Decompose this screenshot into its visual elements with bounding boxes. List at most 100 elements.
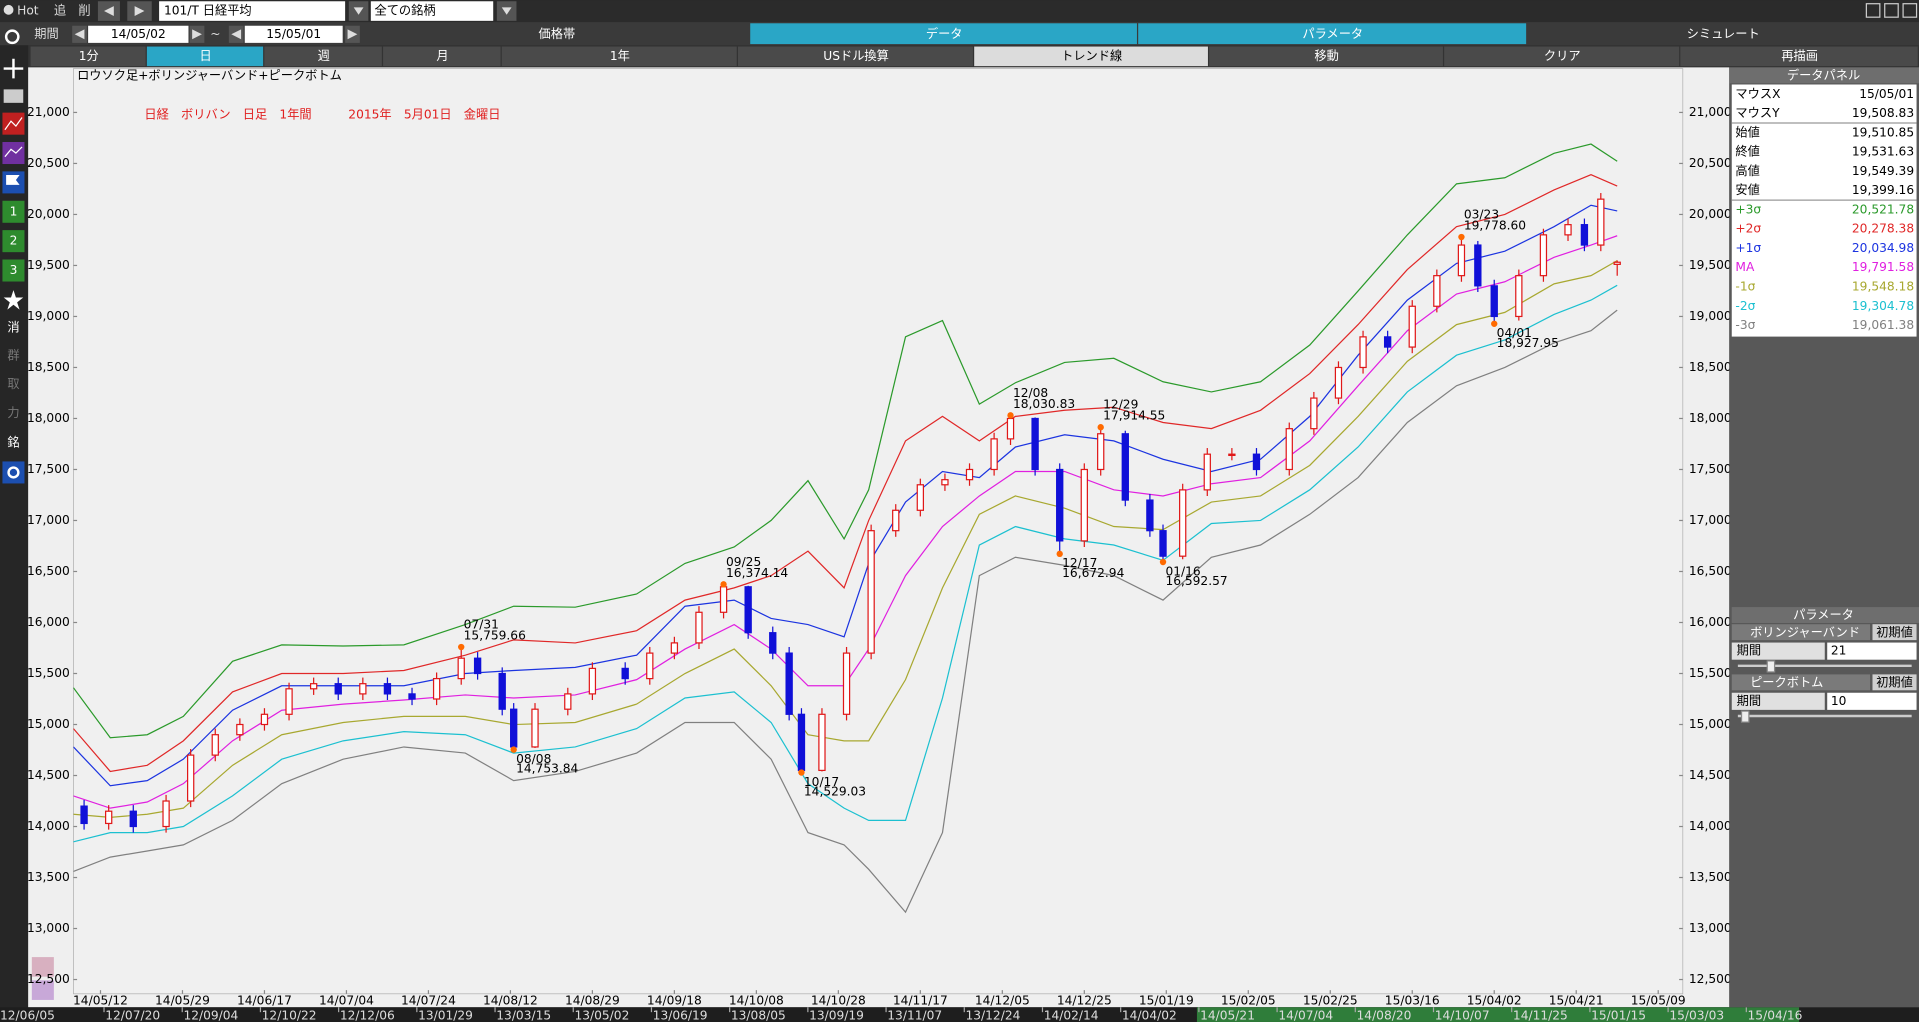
tool-button[interactable]: 2 xyxy=(10,234,18,248)
interval-button[interactable] xyxy=(264,46,382,67)
tool-button[interactable]: 3 xyxy=(10,263,18,277)
to-field[interactable] xyxy=(244,25,343,43)
candle-body xyxy=(510,708,518,748)
tab-label: パラメータ xyxy=(1302,27,1363,41)
preset-button[interactable] xyxy=(2,259,25,282)
candle-body xyxy=(186,754,195,802)
interval-button[interactable] xyxy=(1209,46,1443,67)
candle-body xyxy=(1334,366,1343,399)
from-date: 14/05/02 xyxy=(111,27,166,41)
param-input[interactable] xyxy=(1827,642,1917,660)
preset-button[interactable] xyxy=(2,200,25,223)
interval-button[interactable] xyxy=(501,46,737,67)
close-button[interactable] xyxy=(1902,3,1918,18)
star-icon xyxy=(3,290,24,310)
tab-label: 価格帯 xyxy=(539,26,576,41)
candle-body xyxy=(383,683,392,695)
hot-button[interactable]: Hot xyxy=(17,4,39,18)
tab[interactable] xyxy=(363,23,749,45)
param-header xyxy=(1731,607,1919,623)
slider-knob[interactable] xyxy=(1740,710,1750,723)
band-icon-line xyxy=(4,146,23,158)
tab[interactable] xyxy=(1138,23,1527,45)
interval-button[interactable] xyxy=(737,46,973,67)
preset-button[interactable] xyxy=(2,230,25,253)
row-label: 高値 xyxy=(1735,163,1759,178)
plot-layer xyxy=(73,143,1621,914)
interval-label: USドル換算 xyxy=(823,48,889,63)
tab[interactable] xyxy=(750,23,1137,45)
from-field[interactable] xyxy=(88,25,189,43)
interval-label: 1年 xyxy=(610,49,630,63)
interval-button[interactable] xyxy=(30,46,146,67)
row-value: 15/05/01 xyxy=(1859,87,1914,101)
next-arrow xyxy=(134,6,145,16)
y2-tick-label: 16,500 xyxy=(1689,564,1732,578)
add-button[interactable]: 追 xyxy=(54,3,66,18)
symbol-field[interactable] xyxy=(159,1,346,21)
period-tilde: ~ xyxy=(210,27,220,41)
tool-button[interactable]: 銘 xyxy=(7,435,19,450)
search-icon xyxy=(4,29,20,45)
delete-button[interactable]: 削 xyxy=(78,4,90,18)
to-date: 15/05/01 xyxy=(266,27,321,41)
x-tick-label: 14/09/18 xyxy=(647,994,702,1008)
x-tick-label: 14/12/25 xyxy=(1057,994,1112,1008)
candle-body xyxy=(432,677,441,700)
row-value: 19,304.78 xyxy=(1852,299,1914,313)
candle-body xyxy=(744,586,752,634)
navigator-label: 13/11/07 xyxy=(887,1008,942,1022)
tool-button[interactable]: 力 xyxy=(7,406,19,420)
candle-body xyxy=(916,484,925,511)
peak-value: 16,374.14 xyxy=(726,566,788,580)
panel-title: データパネル xyxy=(1787,67,1860,82)
tool-button[interactable]: 1 xyxy=(10,204,18,218)
candle-body xyxy=(260,713,269,726)
peak-date: 12/29 xyxy=(1103,398,1138,412)
candle-body xyxy=(309,683,318,690)
tab[interactable] xyxy=(1527,23,1918,45)
maximize-button[interactable] xyxy=(1884,3,1899,18)
peak-value: 19,778.60 xyxy=(1464,219,1526,233)
peak-marker xyxy=(1491,320,1498,327)
y-tick-label: 18,000 xyxy=(27,411,70,425)
peak-marker xyxy=(798,769,805,776)
candle-body xyxy=(236,723,244,736)
candle-body xyxy=(105,810,113,825)
tool-button[interactable]: 群 xyxy=(7,349,19,363)
param-input[interactable] xyxy=(1827,692,1917,710)
peak-date: 07/31 xyxy=(464,617,499,631)
tool-button[interactable]: 消 xyxy=(7,321,19,335)
reset-button[interactable] xyxy=(1872,674,1917,691)
peak-date: 03/23 xyxy=(1464,208,1499,222)
minimize-button[interactable] xyxy=(1865,3,1881,18)
navigator-label: 14/05/21 xyxy=(1200,1008,1255,1022)
param-label: 期間 xyxy=(1737,694,1761,708)
slider-knob[interactable] xyxy=(1766,660,1776,673)
interval-button[interactable] xyxy=(383,46,501,67)
interval-button[interactable] xyxy=(1680,46,1918,67)
peak-date: 12/17 xyxy=(1062,556,1097,570)
section-name: ボリンジャーバンド xyxy=(1750,625,1860,639)
y2-tick-label: 19,000 xyxy=(1689,309,1732,323)
candle-body xyxy=(408,693,416,700)
reset-button[interactable] xyxy=(1872,624,1917,641)
candle-body xyxy=(1097,433,1105,471)
universe-field[interactable] xyxy=(370,1,494,21)
peak-marker xyxy=(458,643,465,651)
navigator-window[interactable] xyxy=(1196,1007,1800,1022)
interval-button[interactable] xyxy=(146,46,264,67)
tool-button[interactable]: 取 xyxy=(7,377,19,391)
peak-date: 08/08 xyxy=(516,752,551,766)
navigator-label: 13/12/24 xyxy=(965,1008,1020,1022)
interval-button[interactable] xyxy=(974,46,1208,67)
interval-button[interactable] xyxy=(1444,46,1680,67)
dropdown-arrow xyxy=(501,7,512,15)
interval-label: 再描画 xyxy=(1781,49,1818,63)
crosshair-icon xyxy=(3,58,24,79)
peak-value: 14,529.03 xyxy=(804,785,866,799)
navigator-label: 14/11/25 xyxy=(1513,1008,1568,1022)
row-value: 19,399.16 xyxy=(1852,183,1914,197)
y2-tick-label: 15,000 xyxy=(1689,717,1732,731)
